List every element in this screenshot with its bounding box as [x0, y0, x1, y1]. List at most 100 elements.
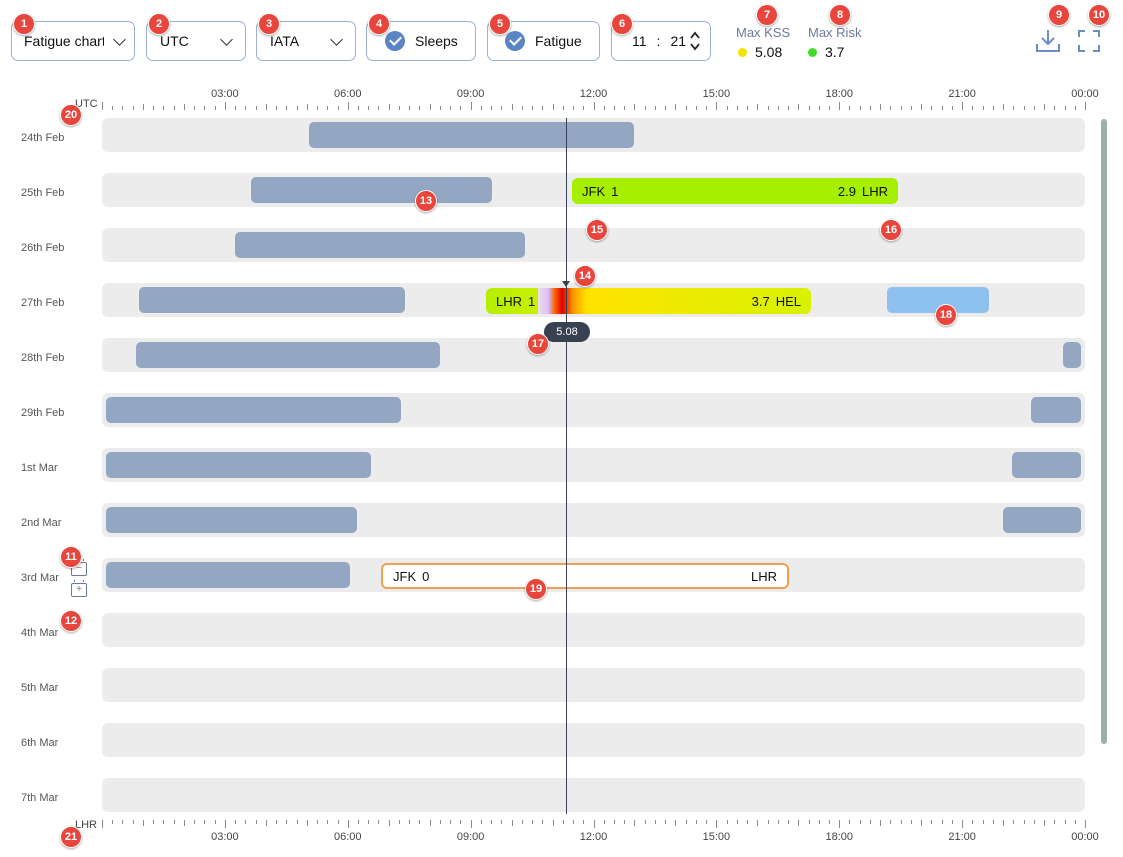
- axis-tick: [624, 106, 626, 110]
- fatigue-toggle[interactable]: Fatigue: [487, 21, 600, 61]
- axis-tick: [706, 820, 708, 824]
- axis-tick: [808, 820, 810, 824]
- annotation-badge: 21: [60, 826, 82, 848]
- axis-tick: [378, 106, 380, 110]
- axis-tick: [1003, 820, 1005, 826]
- sleep-block[interactable]: [106, 562, 350, 588]
- axis-tick: [470, 102, 472, 110]
- axis-tick: [788, 106, 790, 110]
- axis-tick: [327, 820, 329, 824]
- axis-tick: [900, 106, 902, 110]
- view-select[interactable]: Fatigue chart: [11, 21, 135, 61]
- axis-tick: [798, 104, 800, 110]
- day-row[interactable]: [102, 778, 1085, 812]
- day-label: 4th Mar: [21, 627, 59, 639]
- axis-tick: [1033, 820, 1035, 824]
- axis-tick: [337, 820, 339, 824]
- axis-tick: [398, 106, 400, 110]
- axis-tick: [685, 106, 687, 110]
- axis-tick-label: 18:00: [825, 831, 854, 843]
- flight-lhr-hel[interactable]: LHR 1 3.7 HEL: [486, 288, 811, 314]
- axis-tick: [1074, 106, 1076, 110]
- day-label: 28th Feb: [21, 352, 65, 364]
- axis-tick: [409, 820, 411, 824]
- axis-tick: [767, 106, 769, 110]
- fullscreen-icon[interactable]: [1077, 29, 1101, 53]
- vertical-scrollbar[interactable]: [1101, 119, 1107, 744]
- bottom-time-axis: 03:00 06:00 09:00 12:00 15:00 18:00 21:00 00:00: [102, 820, 1099, 850]
- sleep-block[interactable]: [136, 342, 440, 368]
- max-risk-color-dot: [808, 47, 817, 57]
- axis-tick: [245, 820, 247, 824]
- time-hours[interactable]: 11: [632, 33, 647, 49]
- sleep-block[interactable]: [309, 122, 634, 148]
- time-cursor-line[interactable]: [566, 118, 567, 814]
- cursor-marker-icon[interactable]: [562, 281, 570, 287]
- sleep-block[interactable]: [235, 232, 525, 258]
- axis-tick: [593, 820, 595, 828]
- annotation-badge: 6: [611, 13, 633, 35]
- axis-tick: [982, 106, 984, 110]
- axis-tick: [644, 820, 646, 824]
- axis-tick: [972, 820, 974, 824]
- planned-flight-jfk-lhr[interactable]: JFK 0 LHR: [381, 563, 789, 589]
- axis-tick: [1023, 106, 1025, 110]
- axis-tick: [102, 820, 103, 828]
- sleep-block[interactable]: [106, 452, 371, 478]
- stepper-arrows-icon[interactable]: [689, 30, 701, 52]
- axis-tick: [327, 106, 329, 110]
- max-risk-metric: Max Risk 3.7: [808, 25, 861, 60]
- axis-tick: [163, 106, 165, 110]
- sleep-block[interactable]: [1063, 342, 1081, 368]
- day-label: 7th Mar: [21, 792, 59, 804]
- axis-tick: [962, 102, 964, 110]
- axis-tick: [214, 106, 216, 110]
- axis-tick: [757, 104, 759, 110]
- axis-tick: [941, 106, 943, 110]
- axis-tick: [634, 104, 636, 110]
- zoom-in-button[interactable]: +: [71, 580, 87, 597]
- sleep-block[interactable]: [1003, 507, 1081, 533]
- sleep-block[interactable]: [1031, 397, 1081, 423]
- flight-origin: JFK: [393, 568, 417, 584]
- axis-tick: [245, 106, 247, 110]
- axis-tick: [102, 102, 103, 110]
- download-icon[interactable]: [1035, 28, 1061, 54]
- axis-tick: [910, 106, 912, 110]
- axis-tick: [726, 106, 728, 110]
- flight-destination: LHR: [750, 568, 777, 584]
- axis-tick: [388, 104, 390, 110]
- axis-tick: [419, 106, 421, 110]
- sleep-block[interactable]: [139, 287, 405, 313]
- axis-tick: [654, 106, 656, 110]
- axis-tick: [644, 106, 646, 110]
- axis-tick: [675, 104, 677, 110]
- annotation-badge: 18: [935, 304, 957, 326]
- cursor-kss-value: 5.08: [544, 322, 590, 342]
- time-minutes[interactable]: 21: [670, 33, 687, 49]
- axis-tick: [951, 820, 953, 824]
- annotation-badge: 2: [148, 13, 170, 35]
- axis-tick-label: 09:00: [456, 831, 485, 843]
- sleep-block[interactable]: [251, 177, 492, 203]
- axis-tick: [183, 820, 185, 826]
- sleep-block[interactable]: [1012, 452, 1081, 478]
- axis-tick: [603, 820, 605, 824]
- day-row[interactable]: [102, 723, 1085, 757]
- axis-tick: [357, 106, 359, 110]
- timezone-select-label: UTC: [160, 33, 189, 49]
- axis-tick: [1085, 102, 1086, 110]
- axis-tick: [757, 820, 759, 826]
- axis-tick: [849, 820, 851, 824]
- day-row[interactable]: [102, 668, 1085, 702]
- axis-tick-label: 09:00: [456, 88, 485, 100]
- chevron-down-icon: [220, 33, 233, 46]
- axis-tick: [255, 820, 257, 824]
- axis-tick: [480, 820, 482, 824]
- sleep-block[interactable]: [106, 507, 357, 533]
- axis-tick: [634, 820, 636, 826]
- day-row[interactable]: [102, 613, 1085, 647]
- flight-jfk-lhr[interactable]: JFK 1 2.9 LHR: [572, 178, 898, 204]
- sleep-block[interactable]: [106, 397, 401, 423]
- axis-tick: [276, 106, 278, 110]
